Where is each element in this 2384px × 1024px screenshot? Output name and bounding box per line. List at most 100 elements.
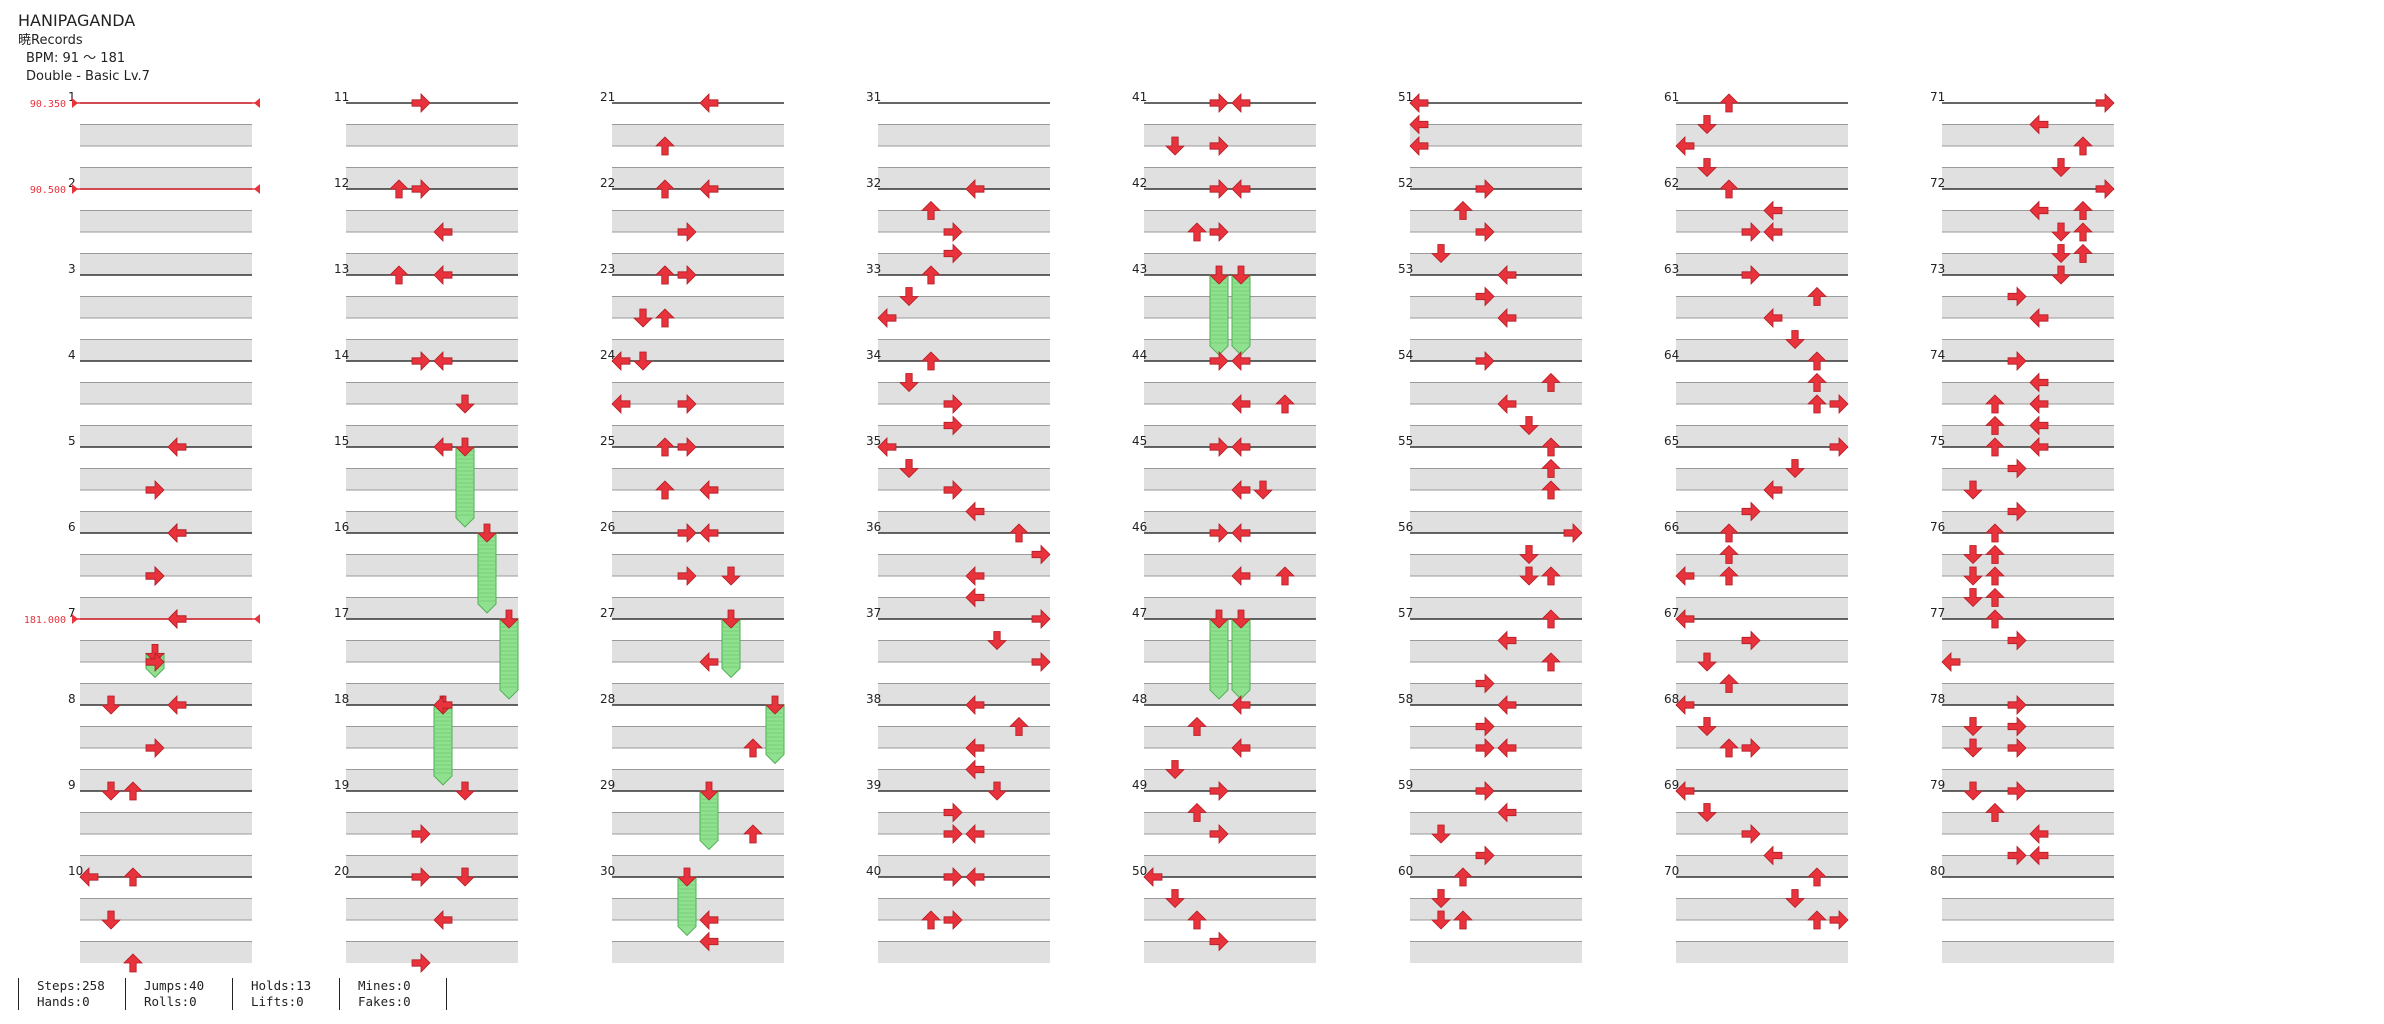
measure-number: 80 xyxy=(1930,864,1945,878)
hold-note xyxy=(477,523,497,614)
lane-band xyxy=(346,941,518,963)
down-arrow-icon xyxy=(1431,244,1451,264)
down-arrow-icon xyxy=(101,910,121,930)
right-arrow-icon xyxy=(2007,501,2027,522)
lane-band xyxy=(80,683,252,705)
up-arrow-icon xyxy=(1453,867,1473,887)
lane-band xyxy=(1410,812,1582,834)
lane-band xyxy=(1676,468,1848,490)
measure-number: 24 xyxy=(600,348,615,362)
hold-head xyxy=(699,781,719,801)
stat-top: Jumps:40 xyxy=(144,978,205,993)
lane-band xyxy=(1676,253,1848,275)
right-arrow-icon xyxy=(1475,738,1495,758)
left-arrow-icon xyxy=(1231,437,1251,457)
right-arrow-icon xyxy=(1829,910,1849,930)
lane-band xyxy=(346,769,518,791)
left-arrow-icon xyxy=(1409,136,1429,156)
measure-51: 51 xyxy=(1398,90,1582,189)
measure-number: 18 xyxy=(334,692,349,706)
lane-band xyxy=(878,468,1050,490)
left-arrow-icon xyxy=(1409,114,1429,135)
measure-number: 4 xyxy=(68,348,76,362)
lane-band xyxy=(346,554,518,576)
measure-71: 71 xyxy=(1930,90,2114,189)
measure-number: 43 xyxy=(1132,262,1147,276)
hold-note xyxy=(765,695,785,765)
down-arrow-icon xyxy=(1697,158,1717,178)
right-arrow-icon xyxy=(677,566,697,586)
measure-6: 6 xyxy=(68,520,252,619)
right-arrow-icon xyxy=(2007,738,2027,758)
right-arrow-icon xyxy=(411,351,431,371)
lane-band xyxy=(612,253,784,275)
right-arrow-icon xyxy=(1209,781,1229,801)
measure-5: 5 xyxy=(68,434,252,533)
left-arrow-icon xyxy=(699,652,719,672)
measure-20: 20 xyxy=(334,864,518,963)
left-arrow-icon xyxy=(2029,845,2049,866)
measure-number: 12 xyxy=(334,176,349,190)
right-arrow-icon xyxy=(1031,609,1051,629)
right-arrow-icon xyxy=(1741,824,1761,844)
left-arrow-icon xyxy=(1497,394,1517,414)
measure-61: 61 xyxy=(1664,90,1848,189)
right-arrow-icon xyxy=(677,523,697,543)
measure-number: 36 xyxy=(866,520,881,534)
up-arrow-icon xyxy=(1453,910,1473,930)
lane-band xyxy=(1144,941,1316,963)
right-arrow-icon xyxy=(943,480,963,500)
left-arrow-icon xyxy=(1231,738,1251,758)
stat-group: Holds:13 Lifts:0 xyxy=(232,978,311,1010)
measure-number: 22 xyxy=(600,176,615,190)
right-arrow-icon xyxy=(2007,351,2027,371)
lane-band xyxy=(346,898,518,920)
lane-band xyxy=(1410,253,1582,275)
down-arrow-icon xyxy=(1785,889,1805,909)
lane-band xyxy=(1942,468,2114,490)
down-arrow-icon xyxy=(721,566,741,586)
left-arrow-icon xyxy=(699,179,719,199)
lane-band xyxy=(878,382,1050,404)
lane-band xyxy=(1144,468,1316,490)
right-arrow-icon xyxy=(677,265,697,285)
right-arrow-icon xyxy=(1563,523,1583,543)
lane-band xyxy=(1410,511,1582,533)
up-arrow-icon xyxy=(1719,93,1739,113)
lane-band xyxy=(80,640,252,662)
left-arrow-icon xyxy=(167,523,187,543)
lane-band xyxy=(1410,210,1582,232)
right-arrow-icon xyxy=(1475,286,1495,307)
lane-band xyxy=(612,812,784,834)
down-arrow-icon xyxy=(455,781,475,801)
measure-number: 11 xyxy=(334,90,349,104)
lane-band xyxy=(1144,210,1316,232)
left-arrow-icon xyxy=(433,351,453,371)
measure-number: 5 xyxy=(68,434,76,448)
lane-band xyxy=(612,425,784,447)
up-arrow-icon xyxy=(1719,544,1739,564)
measure-39: 39 xyxy=(866,778,1050,877)
down-arrow-icon xyxy=(1963,588,1983,608)
lane-band xyxy=(1942,683,2114,705)
left-arrow-icon xyxy=(433,437,453,457)
measure-number: 13 xyxy=(334,262,349,276)
lane-band xyxy=(612,683,784,705)
down-arrow-icon xyxy=(987,631,1007,651)
measure-17: 17 xyxy=(334,606,518,705)
lane-band xyxy=(80,425,252,447)
up-arrow-icon xyxy=(123,953,143,973)
measure-number: 69 xyxy=(1664,778,1679,792)
measure-number: 50 xyxy=(1132,864,1147,878)
left-arrow-icon xyxy=(2029,415,2049,436)
up-arrow-icon xyxy=(1985,544,2005,564)
right-arrow-icon xyxy=(145,652,165,672)
left-arrow-icon xyxy=(1497,308,1517,328)
measure-number: 41 xyxy=(1132,90,1147,104)
measure-number: 47 xyxy=(1132,606,1147,620)
measure-number: 27 xyxy=(600,606,615,620)
right-arrow-icon xyxy=(145,566,165,586)
lane-band xyxy=(1942,812,2114,834)
down-arrow-icon xyxy=(1165,136,1185,156)
